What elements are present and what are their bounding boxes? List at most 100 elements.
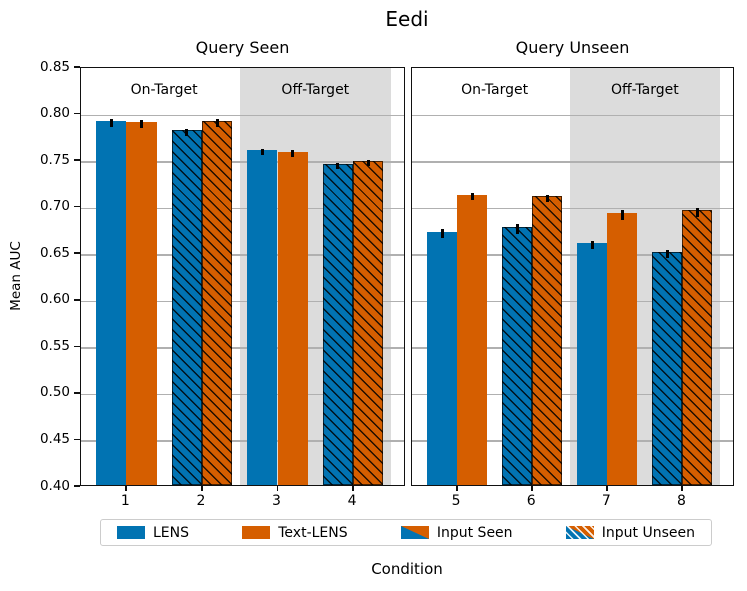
y-tick-mark	[74, 438, 80, 441]
region-label: Off-Target	[281, 82, 350, 98]
error-bar-condition-8	[695, 207, 699, 217]
x-tick-mark	[200, 486, 203, 491]
y-tick-label: 0.60	[39, 291, 70, 308]
x-tick-mark	[125, 486, 127, 491]
error-bar-condition-6	[515, 224, 519, 234]
bar-lens-condition-8	[652, 252, 683, 485]
error-bar-condition-3	[291, 149, 295, 158]
error-bar-condition-1	[139, 120, 143, 128]
bar-lens-condition-3	[247, 149, 278, 485]
x-tick-label: 4	[347, 493, 357, 509]
x-tick-mark	[606, 486, 608, 491]
chart-title: Eedi	[385, 7, 429, 31]
y-tick-mark	[74, 205, 80, 208]
gridline	[81, 300, 404, 303]
error-bar-condition-2	[215, 119, 219, 127]
gridline	[412, 393, 733, 396]
y-tick-mark	[74, 485, 80, 487]
y-tick-label: 0.55	[39, 337, 70, 354]
region-label: Off-Target	[610, 82, 679, 98]
y-tick-mark	[74, 298, 80, 301]
y-tick-mark	[74, 345, 80, 348]
bar-text-lens-condition-8	[682, 210, 713, 485]
gridline	[412, 161, 733, 163]
x-tick-label: 1	[120, 493, 130, 509]
gridline	[412, 440, 733, 442]
error-bar-condition-4	[366, 160, 370, 166]
error-bar-condition-3	[260, 149, 264, 155]
legend-swatch-split-icon	[400, 526, 429, 539]
bar-text-lens-condition-6	[532, 196, 563, 485]
gridline	[412, 207, 733, 210]
x-axis-label: Condition	[371, 560, 443, 578]
error-bar-condition-6	[545, 194, 549, 203]
error-bar-condition-2	[185, 128, 189, 136]
legend-swatch-solid-orange-icon	[242, 526, 271, 539]
gridline	[412, 347, 733, 349]
error-bar-condition-7	[620, 210, 624, 220]
bar-text-lens-condition-1	[126, 121, 157, 485]
bar-text-lens-condition-4	[353, 160, 384, 485]
chart-legend: LENS Text-LENS Input Seen Input Unseen	[100, 519, 712, 546]
bar-lens-condition-7	[577, 242, 608, 485]
gridline	[81, 114, 404, 116]
region-label: On-Target	[130, 82, 198, 98]
y-tick-label: 0.80	[39, 105, 70, 122]
legend-item-label: Text-LENS	[278, 524, 348, 541]
y-tick-label: 0.75	[39, 151, 70, 168]
legend-item-label: Input Seen	[436, 524, 513, 541]
x-tick-mark	[352, 486, 354, 491]
x-tick-mark	[456, 486, 458, 491]
subplot-title: Query Seen	[195, 38, 290, 57]
y-tick-label: 0.45	[39, 430, 70, 447]
legend-item-lens: LENS	[117, 525, 189, 541]
gridline	[81, 440, 404, 442]
gridline	[81, 207, 404, 210]
x-tick-mark	[681, 486, 683, 491]
legend-item-text-lens: Text-LENS	[242, 524, 348, 541]
legend-item-label: LENS	[153, 524, 190, 541]
y-tick-mark	[74, 392, 80, 394]
error-bar-condition-1	[109, 119, 113, 127]
y-tick-mark	[74, 112, 80, 115]
bar-lens-condition-4	[322, 163, 354, 485]
subplot-title: Query Unseen	[515, 38, 630, 57]
x-tick-mark	[276, 486, 279, 491]
bar-lens-condition-6	[502, 227, 533, 485]
error-bar-condition-5	[470, 192, 474, 201]
x-tick-label: 7	[601, 493, 611, 509]
y-tick-label: 0.40	[39, 477, 70, 494]
gridline	[81, 393, 404, 396]
bar-text-lens-condition-5	[457, 194, 488, 485]
x-tick-label: 3	[272, 493, 281, 509]
bar-text-lens-condition-2	[201, 120, 233, 485]
panel-2: On-Target Off-Target	[411, 67, 734, 486]
error-bar-condition-7	[590, 241, 594, 249]
error-bar-condition-5	[440, 229, 444, 239]
x-tick-label: 2	[196, 493, 206, 509]
y-tick-mark	[74, 159, 80, 161]
x-tick-label: 6	[526, 493, 536, 509]
gridline	[81, 347, 404, 349]
gridline	[81, 161, 404, 163]
panel-1: On-Target Off-Target	[80, 67, 405, 486]
gridline	[412, 254, 733, 256]
gridline	[412, 114, 733, 116]
gridline	[412, 300, 733, 303]
legend-item-input-seen: Input Seen	[400, 524, 513, 541]
y-tick-label: 0.50	[39, 384, 70, 401]
legend-swatch-solid-blue-icon	[117, 526, 145, 539]
legend-item-label: Input Unseen	[601, 524, 695, 541]
y-tick-mark	[74, 252, 80, 255]
error-bar-condition-4	[336, 162, 340, 169]
gridline	[81, 254, 404, 256]
legend-item-input-unseen: Input Unseen	[565, 524, 695, 541]
x-tick-mark	[531, 486, 533, 491]
bar-text-lens-condition-7	[607, 213, 638, 485]
y-tick-label: 0.65	[39, 244, 70, 261]
legend-swatch-split-hatched-icon	[565, 526, 594, 539]
y-tick-mark	[74, 66, 80, 68]
bar-lens-condition-2	[171, 130, 203, 485]
x-tick-label: 8	[676, 493, 686, 509]
